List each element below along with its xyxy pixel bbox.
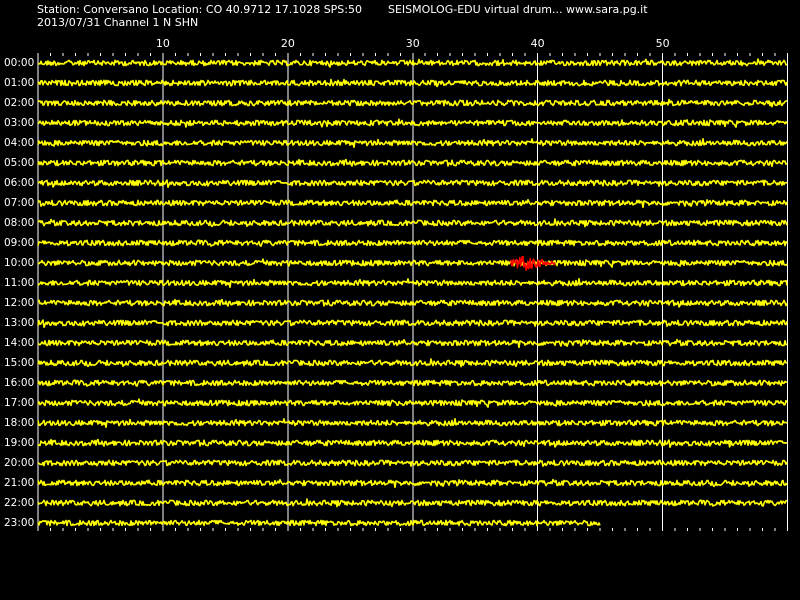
hour-label: 00:00: [4, 57, 35, 69]
hour-label: 11:00: [4, 277, 35, 289]
trace-row: [37, 199, 788, 209]
trace-row: [37, 478, 788, 489]
hour-label: 21:00: [4, 477, 35, 489]
trace-row: [37, 218, 788, 228]
hour-label: 01:00: [4, 77, 35, 89]
trace-row: [37, 398, 788, 408]
seismic-traces: [37, 58, 788, 527]
trace-row: [37, 118, 788, 128]
trace-row: [37, 319, 788, 329]
trace-row: [37, 417, 788, 429]
minute-ticks: [37, 53, 788, 531]
trace-row: [37, 239, 788, 247]
date-channel-info: 2013/07/31 Channel 1 N SHN: [37, 16, 199, 29]
hour-label: 07:00: [4, 197, 35, 209]
station-info: Station: Conversano Location: CO 40.9712…: [37, 3, 362, 16]
hour-label: 04:00: [4, 137, 35, 149]
hour-label: 17:00: [4, 397, 35, 409]
hour-label: 15:00: [4, 357, 35, 369]
hour-label: 12:00: [4, 297, 35, 309]
hour-label: 06:00: [4, 177, 35, 189]
trace-row: [37, 179, 788, 188]
trace-row: [37, 519, 601, 527]
minute-label: 20: [280, 37, 295, 50]
minute-label: 50: [655, 37, 670, 50]
trace-row: [37, 498, 788, 508]
hour-label: 10:00: [4, 257, 35, 269]
trace-row: [37, 58, 788, 68]
hour-label: 05:00: [4, 157, 35, 169]
trace-row: [37, 298, 788, 308]
hour-label: 18:00: [4, 417, 35, 429]
hour-label: 08:00: [4, 217, 35, 229]
hour-label: 14:00: [4, 337, 35, 349]
trace-row: [37, 158, 788, 167]
hour-label: 09:00: [4, 237, 35, 249]
trace-row: [37, 258, 788, 268]
software-title: SEISMOLOG-EDU virtual drum... www.sara.p…: [388, 3, 648, 16]
trace-row: [37, 358, 788, 368]
trace-row: [37, 459, 788, 467]
minute-label: 30: [405, 37, 420, 50]
hour-label: 23:00: [4, 517, 35, 529]
trace-row: [37, 379, 788, 387]
hour-label: 19:00: [4, 437, 35, 449]
hour-label: 13:00: [4, 317, 35, 329]
minute-grid: [37, 53, 788, 531]
seismic-event: [728, 440, 733, 448]
trace-row: [37, 78, 788, 88]
trace-row: [37, 338, 788, 349]
hour-label: 16:00: [4, 377, 35, 389]
minute-label: 10: [155, 37, 170, 50]
hour-label: 22:00: [4, 497, 35, 509]
trace-row: [37, 438, 788, 449]
trace-row: [37, 138, 788, 148]
hour-label: 03:00: [4, 117, 35, 129]
minute-label: 40: [530, 37, 545, 50]
trace-row: [37, 98, 788, 108]
seismic-event: [510, 255, 556, 272]
trace-row: [37, 277, 788, 289]
hour-label: 20:00: [4, 457, 35, 469]
hour-label: 02:00: [4, 97, 35, 109]
